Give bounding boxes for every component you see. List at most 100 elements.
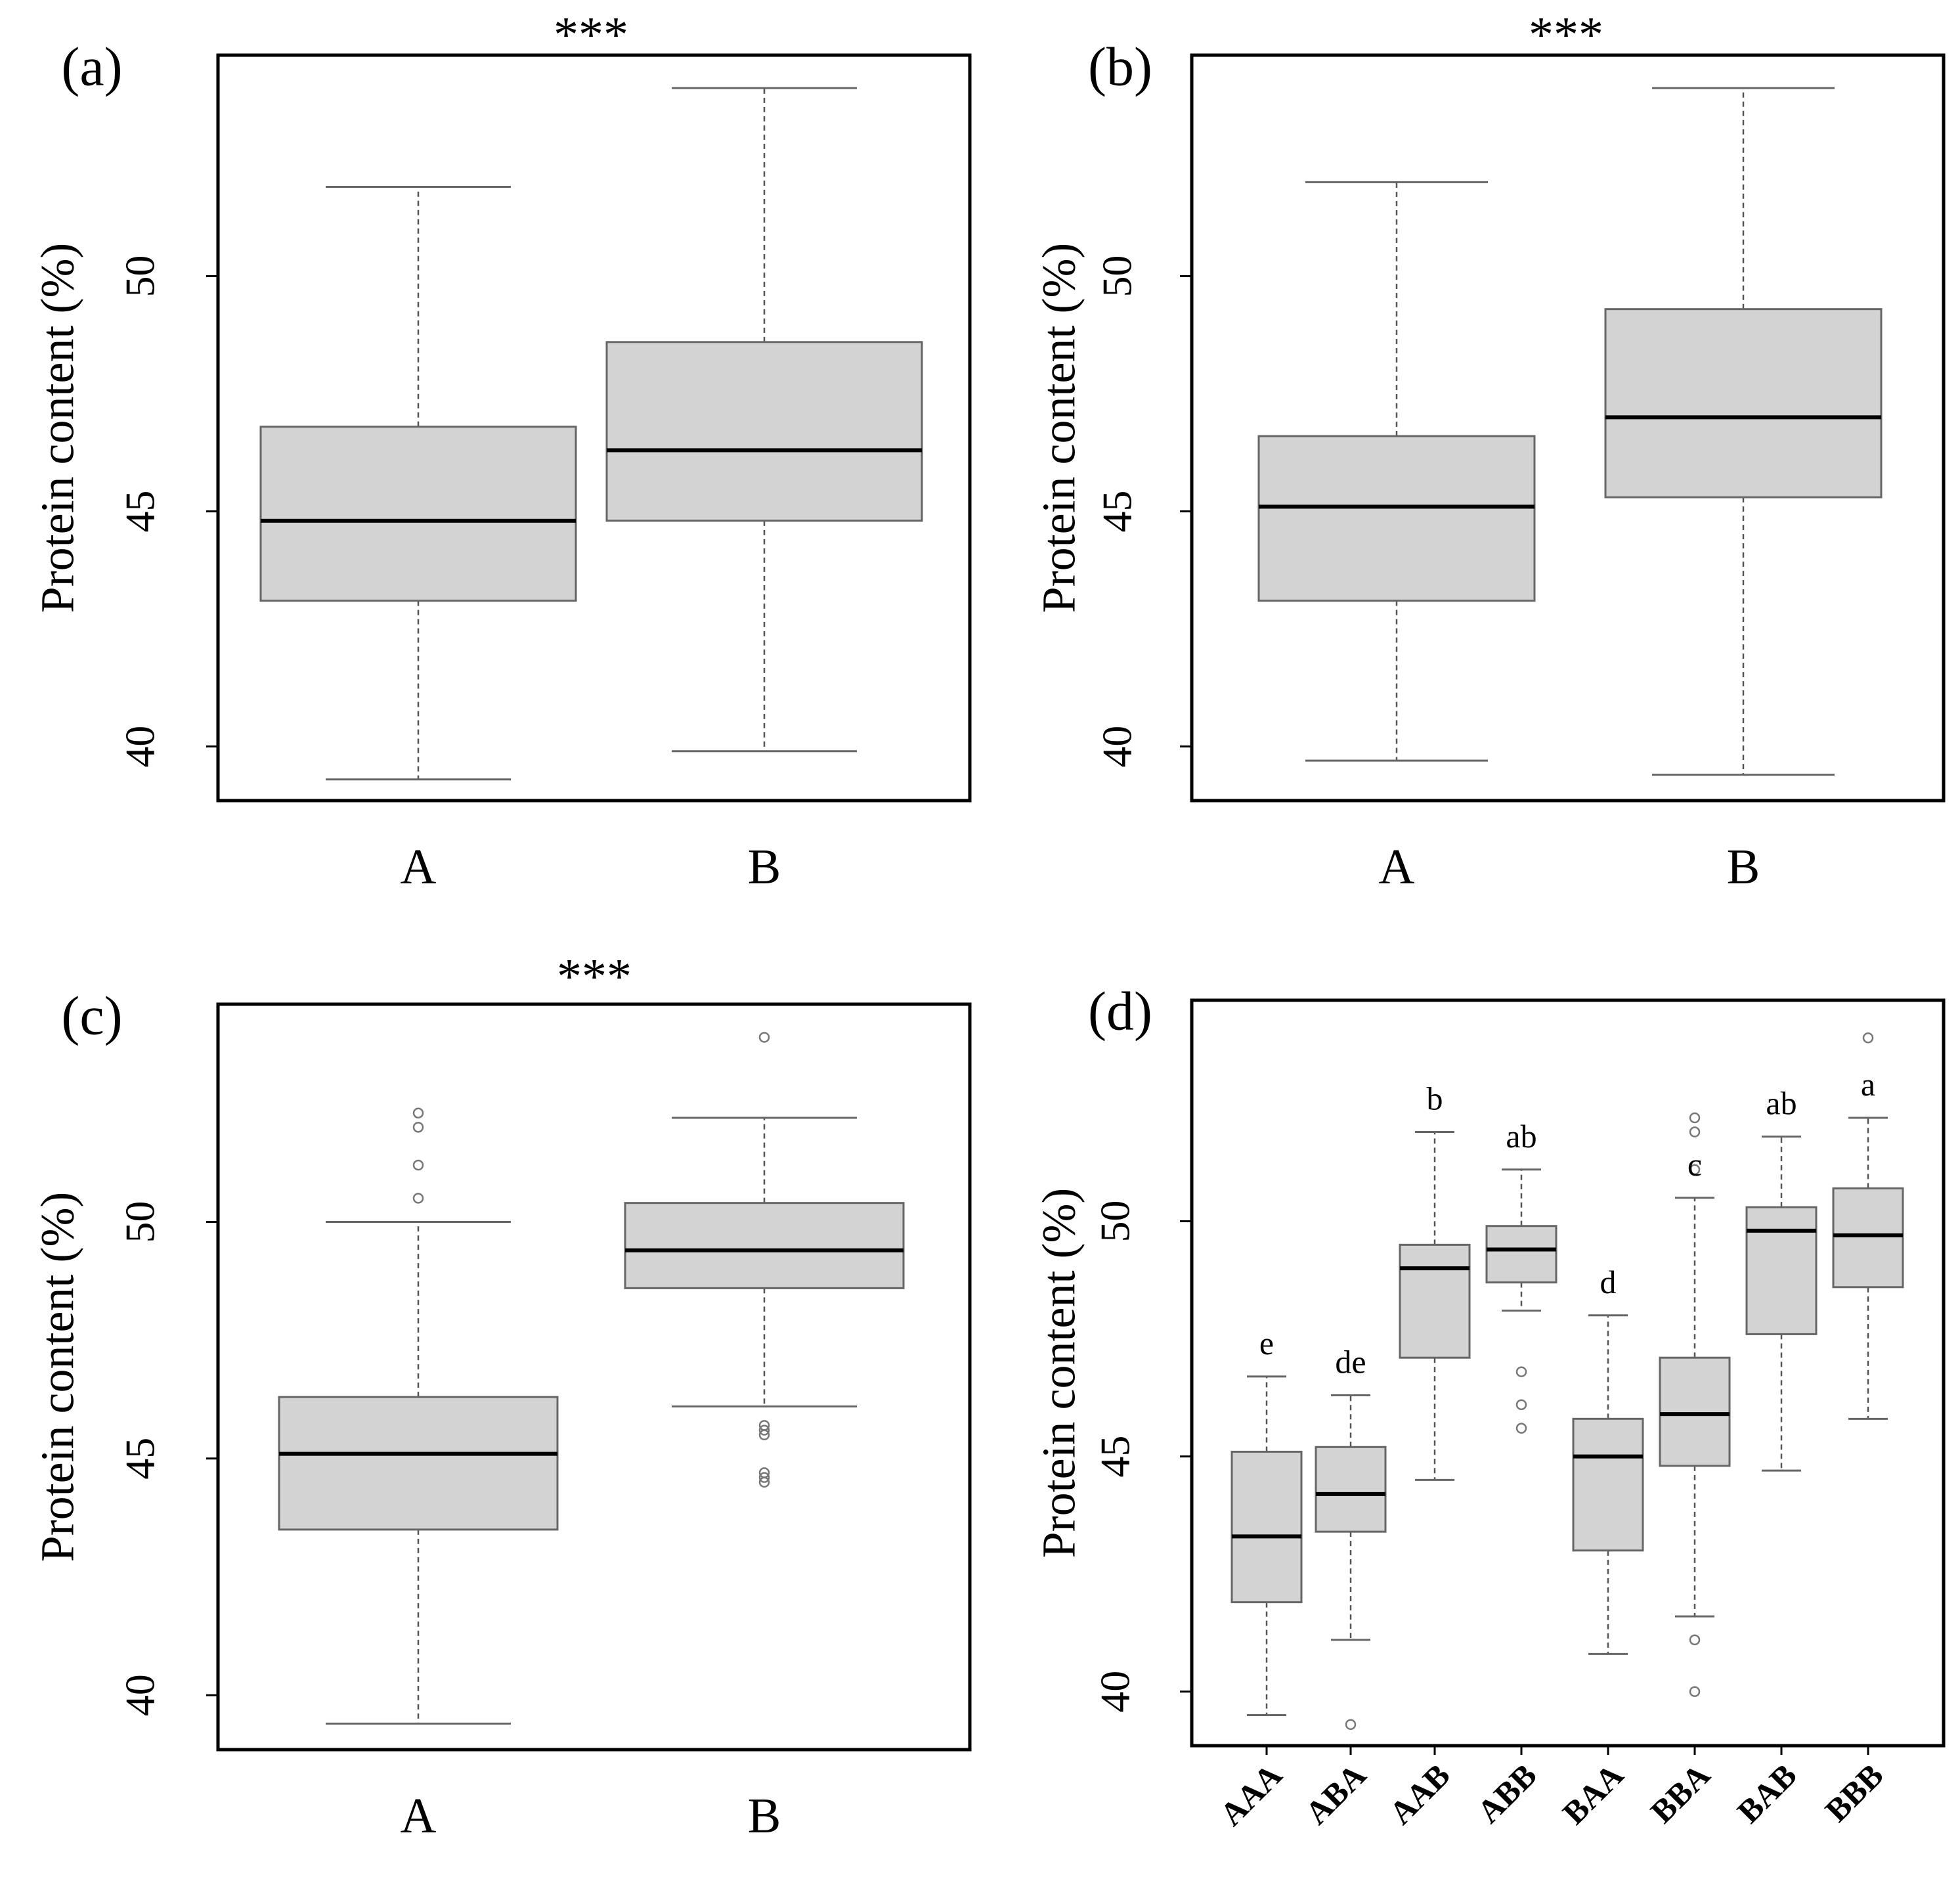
group-letter: de	[1335, 1344, 1366, 1381]
x-tick-label: A	[1379, 839, 1415, 895]
y-axis-label: Protein content (%)	[32, 243, 84, 613]
panel-d: (d) Protein content (%) 40 45 50 e AAA de ABA b AA…	[1033, 981, 1946, 1832]
x-tick-label: A	[401, 1788, 437, 1844]
x-tick-label: AAB	[1382, 1756, 1457, 1831]
outlier-point	[1515, 1399, 1527, 1411]
box-BBA: c BBA	[1644, 1112, 1731, 1830]
group-letter: ab	[1506, 1118, 1536, 1155]
y-axis-label: Protein content (%)	[1033, 1188, 1085, 1558]
group-letter: e	[1259, 1325, 1274, 1361]
box-AAA: e AAA	[1213, 1325, 1303, 1832]
x-tick-label: BBA	[1644, 1756, 1717, 1830]
y-tick-label: 50	[1092, 1201, 1139, 1243]
box-BBB: a BBB	[1818, 1032, 1904, 1829]
panel-label: (d)	[1088, 981, 1152, 1042]
x-tick-label: B	[748, 839, 781, 895]
group-letter: ab	[1766, 1085, 1797, 1122]
box-iqr	[1659, 1356, 1731, 1467]
box-A: A	[259, 186, 577, 895]
y-axis-label: Protein content (%)	[32, 1192, 84, 1562]
y-tick-label: 40	[1094, 726, 1141, 768]
outlier-point	[1689, 1112, 1701, 1124]
box-iqr	[1745, 1206, 1818, 1335]
y-tick-label: 45	[117, 491, 163, 533]
panel-label: (b)	[1088, 36, 1152, 97]
box-iqr	[605, 341, 923, 522]
box-A: A	[1257, 181, 1536, 895]
outlier-point	[1515, 1423, 1527, 1434]
x-tick-label: A	[401, 839, 437, 895]
outlier-point	[758, 1472, 770, 1483]
panel-a: (a) *** Protein content (%) 40 45 50 A B	[32, 7, 972, 895]
box-B: B	[624, 1032, 905, 1844]
outlier-point	[758, 1476, 770, 1488]
x-tick-label: AAA	[1213, 1756, 1289, 1832]
outlier-point	[758, 1032, 770, 1043]
group-letter: b	[1427, 1080, 1443, 1117]
significance-marker: ***	[557, 949, 632, 1004]
outlier-point	[412, 1122, 424, 1133]
outlier-point	[1689, 1126, 1701, 1138]
outlier-point	[758, 1420, 770, 1431]
box-iqr	[1399, 1243, 1471, 1359]
outlier-point	[412, 1159, 424, 1171]
box-ABB: ab ABB	[1470, 1118, 1557, 1830]
significance-marker: ***	[554, 7, 628, 62]
outlier-point	[1515, 1366, 1527, 1377]
outlier-point	[1862, 1032, 1874, 1044]
box-iqr	[1257, 435, 1536, 602]
y-axis-label: Protein content (%)	[1033, 243, 1085, 613]
outlier-point	[412, 1107, 424, 1118]
panel-c: (c) *** Protein content (%) 40 45 50 A B	[32, 949, 972, 1844]
y-tick-label: 45	[1092, 1436, 1139, 1478]
x-tick-label: B	[1727, 839, 1760, 895]
group-letter: d	[1600, 1264, 1617, 1300]
plot-frame	[1190, 53, 1946, 803]
plot-frame	[216, 53, 972, 803]
significance-marker: ***	[1529, 7, 1603, 62]
box-iqr	[1485, 1225, 1557, 1284]
x-tick-label: ABA	[1298, 1756, 1373, 1831]
box-iqr	[624, 1202, 905, 1289]
outlier-point	[1345, 1719, 1357, 1731]
box-iqr	[1315, 1446, 1387, 1533]
box-iqr	[1230, 1450, 1303, 1604]
y-tick-label: 40	[1092, 1671, 1139, 1713]
outlier-point	[412, 1193, 424, 1204]
x-tick-label: B	[748, 1788, 781, 1844]
y-tick-label: 40	[117, 1674, 163, 1716]
box-ABA: de ABA	[1298, 1344, 1387, 1832]
outlier-point	[758, 1425, 770, 1436]
panel-label: (a)	[61, 36, 122, 97]
plot-frame	[1190, 998, 1946, 1748]
box-iqr	[278, 1396, 559, 1531]
y-tick-label: 50	[1094, 255, 1141, 298]
outlier-point	[1689, 1164, 1701, 1176]
box-iqr	[259, 426, 577, 602]
y-tick-label: 45	[1094, 491, 1141, 533]
panel-b: (b) *** Protein content (%) 40 45 50 A B	[1033, 7, 1946, 895]
y-tick-label: 40	[117, 726, 163, 768]
outlier-point	[1689, 1634, 1701, 1646]
x-tick-label: ABB	[1470, 1756, 1544, 1830]
box-B: B	[1604, 87, 1883, 895]
x-tick-label: BAB	[1730, 1756, 1804, 1830]
box-iqr	[1832, 1187, 1904, 1289]
plot-frame	[216, 1002, 972, 1752]
group-letter: c	[1688, 1146, 1702, 1183]
x-tick-label: BAA	[1556, 1756, 1630, 1831]
y-tick-label: 50	[117, 1201, 163, 1243]
box-B: B	[605, 87, 923, 895]
y-tick-label: 45	[117, 1438, 163, 1480]
box-AAB: b AAB	[1382, 1080, 1471, 1832]
outlier-point	[1689, 1686, 1701, 1697]
box-iqr	[1572, 1417, 1644, 1552]
panel-label: (c)	[61, 985, 122, 1046]
box-A: A	[278, 1107, 559, 1844]
y-tick-label: 50	[117, 255, 163, 298]
box-BAB: ab BAB	[1730, 1085, 1818, 1830]
group-letter: a	[1861, 1066, 1875, 1103]
x-tick-label: BBB	[1818, 1756, 1890, 1828]
box-iqr	[1604, 308, 1883, 498]
